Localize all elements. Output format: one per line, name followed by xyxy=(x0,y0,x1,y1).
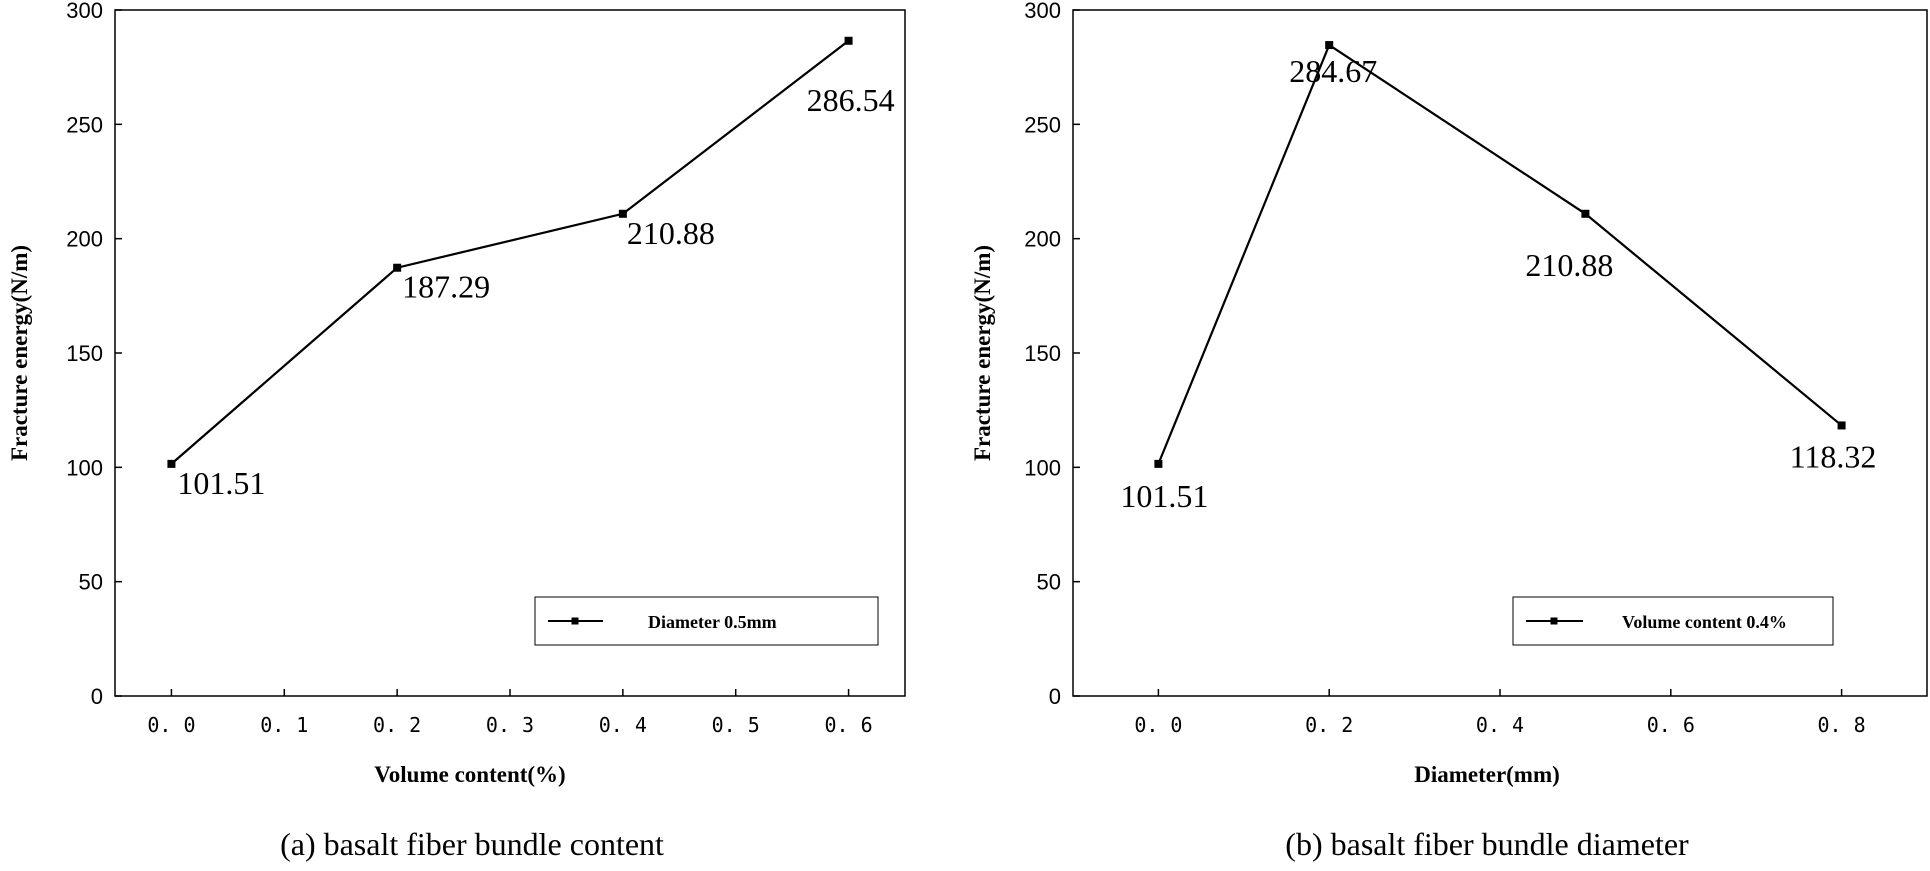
data-point xyxy=(844,36,853,45)
data-point xyxy=(1154,459,1163,468)
figure-caption: (a) basalt fiber bundle content xyxy=(280,826,664,862)
y-tick-label: 0 xyxy=(91,684,103,709)
y-tick-label: 0 xyxy=(1049,684,1061,709)
y-tick-label: 250 xyxy=(66,112,103,137)
x-axis-title: Diameter(mm) xyxy=(1414,762,1560,787)
data-label: 286.54 xyxy=(807,82,895,118)
series-group: 101.51 284.67 210.88 118.32 xyxy=(1120,41,1876,514)
y-tick-label: 200 xyxy=(1024,227,1061,252)
x-tick-label: 0. 8 xyxy=(1818,713,1866,737)
x-tick-label: 0. 3 xyxy=(486,713,534,737)
x-tick-label: 0. 6 xyxy=(1647,713,1695,737)
y-tick-label: 150 xyxy=(66,341,103,366)
x-tick-label: 0. 5 xyxy=(712,713,760,737)
data-label: 284.67 xyxy=(1289,53,1377,89)
y-tick-label: 200 xyxy=(66,227,103,252)
y-tick-label: 50 xyxy=(79,570,103,595)
legend-marker xyxy=(1550,617,1558,625)
data-label: 210.88 xyxy=(1525,247,1613,283)
y-tick-group: 0 50 100 150 200 250 300 xyxy=(66,0,122,709)
data-point xyxy=(1837,421,1846,430)
series-group: 101.51 187.29 210.88 286.54 xyxy=(167,36,895,501)
x-axis-title: Volume content(%) xyxy=(374,762,565,787)
figure-caption: (b) basalt fiber bundle diameter xyxy=(1285,826,1689,862)
y-axis-title: Fracture energy(N/m) xyxy=(7,245,32,461)
x-tick-label: 0. 2 xyxy=(1305,713,1353,737)
y-tick-label: 100 xyxy=(1024,455,1061,480)
x-tick-label: 0. 4 xyxy=(599,713,647,737)
legend-marker xyxy=(571,617,579,625)
data-point xyxy=(618,209,627,218)
data-label: 101.51 xyxy=(1120,478,1208,514)
data-label: 118.32 xyxy=(1790,438,1877,474)
x-tick-group: 0. 0 0. 2 0. 4 0. 6 0. 8 xyxy=(1134,689,1866,737)
x-tick-label: 0. 6 xyxy=(824,713,872,737)
y-tick-label: 300 xyxy=(1024,0,1061,23)
data-point xyxy=(1581,209,1590,218)
plot-area-frame xyxy=(1072,9,1928,697)
legend-label: Diameter 0.5mm xyxy=(648,612,777,632)
x-tick-group: 0. 0 0. 1 0. 2 0. 3 0. 4 0. 5 0. 6 xyxy=(147,689,873,737)
data-point xyxy=(393,263,402,272)
data-point xyxy=(1325,41,1334,50)
y-tick-group: 0 50 100 150 200 250 300 xyxy=(1024,0,1080,709)
legend: Diameter 0.5mm xyxy=(534,596,879,646)
series-line xyxy=(170,39,850,465)
x-tick-label: 0. 0 xyxy=(147,713,195,737)
x-tick-label: 0. 4 xyxy=(1476,713,1524,737)
y-tick-label: 50 xyxy=(1037,570,1061,595)
plot-area-frame xyxy=(114,9,906,697)
data-label: 101.51 xyxy=(177,465,265,501)
x-tick-label: 0. 1 xyxy=(260,713,308,737)
data-label: 187.29 xyxy=(402,269,490,305)
x-tick-label: 0. 2 xyxy=(373,713,421,737)
data-label: 210.88 xyxy=(627,215,715,251)
legend-label: Volume content 0.4% xyxy=(1622,612,1787,632)
y-tick-label: 250 xyxy=(1024,112,1061,137)
y-axis-title: Fracture energy(N/m) xyxy=(970,245,995,461)
y-tick-label: 300 xyxy=(66,0,103,23)
legend: Volume content 0.4% xyxy=(1512,596,1834,646)
y-tick-label: 100 xyxy=(66,455,103,480)
data-point xyxy=(167,459,176,468)
x-tick-label: 0. 0 xyxy=(1134,713,1182,737)
series-line xyxy=(1157,43,1843,465)
y-tick-label: 150 xyxy=(1024,341,1061,366)
